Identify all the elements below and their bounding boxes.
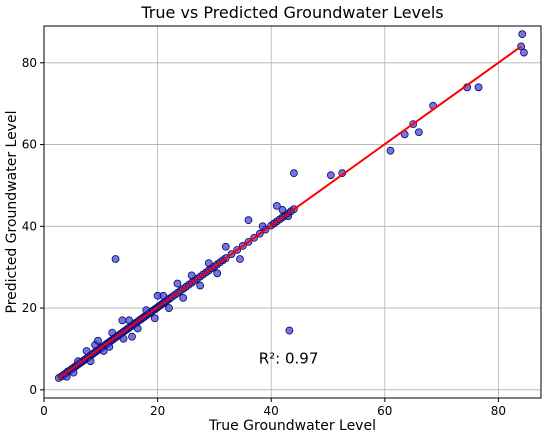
scatter-point — [133, 324, 142, 333]
grid-lines — [43, 26, 541, 398]
scatter-point — [258, 222, 267, 231]
scatter-point — [278, 206, 287, 214]
chart-title: True vs Predicted Groundwater Levels — [140, 3, 443, 22]
x-axis-label: True Groundwater Level — [208, 418, 376, 434]
scatter-point — [119, 334, 128, 343]
scatter-point — [111, 255, 120, 263]
scatter-point — [105, 343, 114, 351]
scatter-point — [82, 347, 91, 355]
scatter-point — [474, 83, 483, 92]
scatter-point — [414, 128, 423, 137]
x-tick-label: 40 — [264, 404, 279, 418]
x-tick-label: 60 — [377, 404, 392, 418]
scatter-point — [285, 326, 294, 335]
scatter-point — [125, 316, 134, 325]
scatter-point — [386, 146, 395, 155]
scatter-point — [196, 281, 205, 290]
scatter-point — [236, 255, 244, 263]
plot-area-frame — [43, 25, 542, 399]
scatter-point — [518, 30, 527, 39]
scatter-point — [69, 368, 78, 377]
x-tick-label: 0 — [40, 404, 48, 418]
scatter-point — [94, 336, 102, 345]
scatter-point — [520, 48, 528, 57]
scatter-point — [272, 201, 281, 210]
scatter-point — [108, 328, 117, 337]
scatter-point — [99, 347, 108, 355]
scatter-point — [142, 306, 151, 315]
scatter-point — [213, 269, 222, 278]
scatter-point — [187, 271, 196, 280]
y-tick-label: 0 — [29, 383, 37, 397]
axis-ticks: 0 20 40 60 80 0 20 40 60 80 — [22, 56, 506, 418]
scatter-point — [128, 332, 136, 341]
scatter-point — [290, 169, 298, 178]
y-tick-label: 60 — [22, 138, 37, 152]
fit-line — [57, 45, 522, 380]
scatter-point — [326, 171, 335, 180]
scatter-point — [118, 316, 127, 325]
scatter-point — [204, 259, 213, 267]
scatter-point — [153, 291, 162, 300]
y-tick-label: 80 — [22, 56, 37, 70]
x-tick-label: 80 — [491, 404, 506, 418]
scatter-point — [179, 293, 188, 302]
y-tick-label: 20 — [22, 301, 37, 315]
scatter-point — [150, 314, 159, 323]
scatter-point — [86, 357, 95, 366]
y-tick-label: 40 — [22, 219, 37, 233]
x-tick-label: 20 — [150, 404, 165, 418]
scatter-point — [244, 216, 253, 225]
scatter-point — [165, 304, 173, 312]
r-squared-annotation: R²: 0.97 — [259, 349, 319, 367]
scatter-point — [221, 242, 230, 251]
y-axis-label: Predicted Groundwater Level — [4, 111, 20, 314]
scatter-point — [173, 279, 182, 288]
fit-line-group — [57, 45, 522, 380]
